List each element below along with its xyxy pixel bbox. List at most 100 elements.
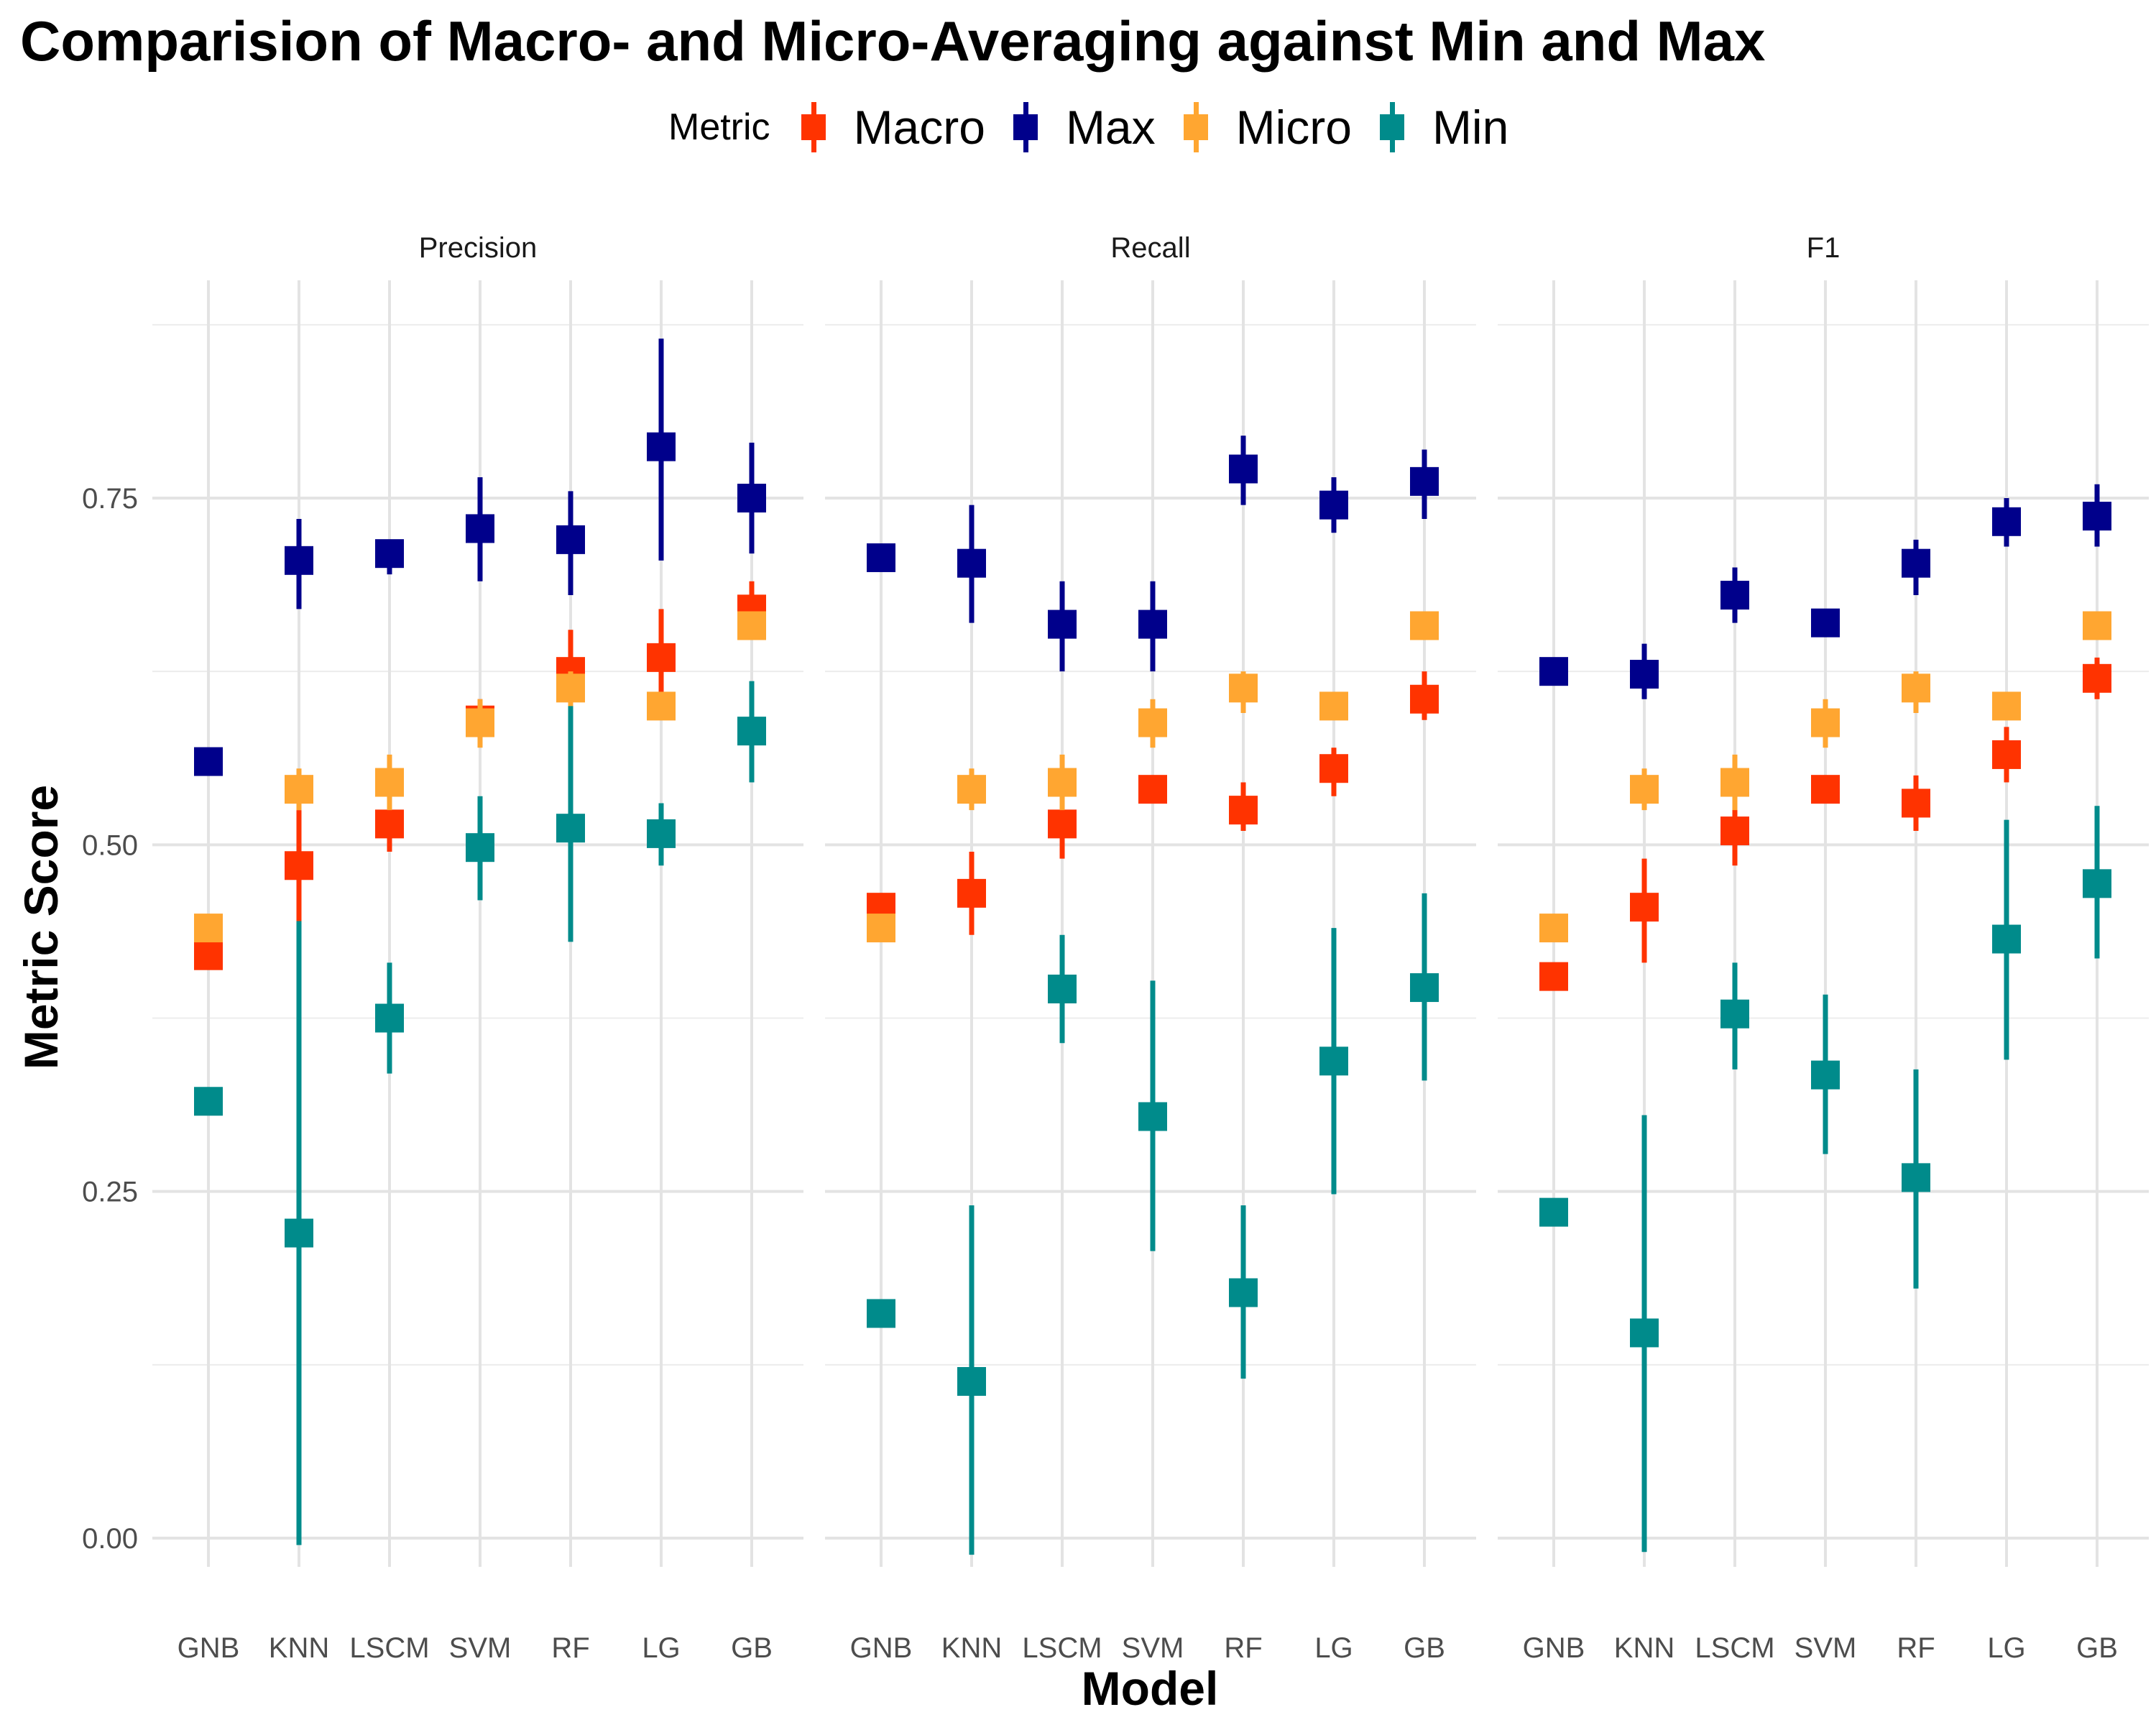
point-min-f1 [1992, 924, 2021, 954]
x-tick-label: LG [642, 1632, 680, 1664]
point-min-recall [1319, 1046, 1348, 1076]
legend: Metric Macro Max Micro Min [668, 95, 1533, 160]
facet-label-recall: Recall [1110, 232, 1190, 264]
facet-label-f1: F1 [1807, 232, 1841, 264]
point-micro-recall [1138, 708, 1167, 737]
x-tick-label: GB [2076, 1632, 2118, 1664]
point-min-precision [647, 819, 676, 848]
point-micro-f1 [1539, 914, 1568, 943]
point-min-f1 [1539, 1197, 1568, 1227]
point-micro-recall [1410, 611, 1439, 640]
point-max-recall [1319, 490, 1348, 520]
x-tick-label: KNN [269, 1632, 329, 1664]
x-tick-label: GNB [850, 1632, 913, 1664]
point-macro-precision [375, 809, 404, 839]
point-min-f1 [1902, 1163, 1930, 1192]
point-min-precision [466, 833, 494, 862]
point-max-precision [556, 525, 585, 554]
point-micro-precision [556, 673, 585, 703]
point-max-precision [466, 514, 494, 543]
x-tick-label: GB [1404, 1632, 1445, 1664]
point-macro-f1 [1539, 962, 1568, 991]
legend-label-max: Max [1065, 101, 1156, 154]
legend-title: Metric [668, 106, 770, 148]
point-max-precision [737, 484, 766, 512]
point-macro-recall [1138, 775, 1167, 804]
x-tick-label: LSCM [1022, 1632, 1102, 1664]
point-max-recall [1138, 610, 1167, 639]
legend-key-micro [1180, 102, 1212, 152]
legend-key-max [1010, 102, 1041, 152]
point-macro-recall [957, 878, 986, 908]
x-tick-label: KNN [941, 1632, 1002, 1664]
point-max-f1 [1539, 657, 1568, 686]
legend-item-macro: Macro [798, 100, 985, 155]
point-min-f1 [1720, 999, 1749, 1029]
y-tick-label: 0.00 [82, 1523, 138, 1555]
x-axis-title: Model [1082, 1662, 1219, 1715]
point-micro-recall [867, 914, 895, 943]
point-min-recall [1229, 1278, 1258, 1307]
point-micro-precision [375, 768, 404, 797]
x-tick-label: GB [731, 1632, 773, 1664]
point-max-recall [867, 543, 895, 572]
point-macro-f1 [2083, 663, 2111, 693]
point-macro-f1 [1630, 893, 1659, 922]
point-max-recall [1229, 454, 1258, 484]
legend-label-min: Min [1432, 101, 1509, 154]
point-max-f1 [1720, 581, 1749, 610]
x-tick-label: LSCM [349, 1632, 429, 1664]
x-tick-label: RF [1224, 1632, 1262, 1664]
point-min-recall [1138, 1102, 1167, 1131]
point-macro-recall [1410, 684, 1439, 714]
point-micro-precision [285, 775, 313, 804]
point-max-precision [194, 747, 223, 776]
x-tick-label: LG [1314, 1632, 1353, 1664]
point-micro-recall [957, 775, 986, 804]
point-max-f1 [1902, 548, 1930, 578]
point-micro-f1 [1720, 768, 1749, 797]
y-tick-label: 0.25 [82, 1177, 138, 1208]
point-micro-f1 [1992, 691, 2021, 721]
point-max-f1 [2083, 502, 2111, 531]
point-min-precision [194, 1087, 223, 1116]
point-max-precision [285, 546, 313, 575]
point-max-precision [375, 539, 404, 569]
x-tick-label: SVM [1122, 1632, 1184, 1664]
x-tick-label: KNN [1614, 1632, 1674, 1664]
legend-item-micro: Micro [1180, 100, 1352, 155]
legend-key-macro [798, 102, 829, 152]
point-min-precision [285, 1218, 313, 1248]
y-tick-label: 0.50 [82, 829, 138, 861]
y-tick-label: 0.75 [82, 483, 138, 515]
point-micro-recall [1319, 691, 1348, 721]
point-macro-f1 [1811, 775, 1840, 804]
point-macro-recall [1048, 809, 1077, 839]
point-macro-f1 [1902, 788, 1930, 818]
point-macro-f1 [1720, 816, 1749, 846]
x-tick-label: GNB [1523, 1632, 1585, 1664]
point-macro-recall [1319, 754, 1348, 783]
point-min-precision [737, 717, 766, 746]
point-micro-precision [737, 611, 766, 640]
chart-title: Comparision of Macro- and Micro-Averagin… [20, 9, 1766, 73]
point-macro-precision [285, 851, 313, 880]
point-min-precision [375, 1003, 404, 1033]
point-max-recall [1048, 610, 1077, 639]
point-micro-recall [1048, 768, 1077, 797]
point-max-f1 [1811, 608, 1840, 638]
point-min-recall [1410, 973, 1439, 1003]
legend-label-micro: Micro [1235, 101, 1352, 154]
point-macro-precision [647, 643, 676, 672]
point-min-f1 [1630, 1318, 1659, 1348]
point-max-precision [647, 432, 676, 461]
x-tick-label: SVM [1795, 1632, 1857, 1664]
point-macro-f1 [1992, 740, 2021, 769]
legend-item-max: Max [1010, 100, 1156, 155]
point-micro-recall [1229, 673, 1258, 703]
point-macro-recall [1229, 796, 1258, 825]
point-min-recall [957, 1366, 986, 1396]
x-tick-label: GNB [178, 1632, 240, 1664]
legend-item-min: Min [1376, 100, 1508, 155]
